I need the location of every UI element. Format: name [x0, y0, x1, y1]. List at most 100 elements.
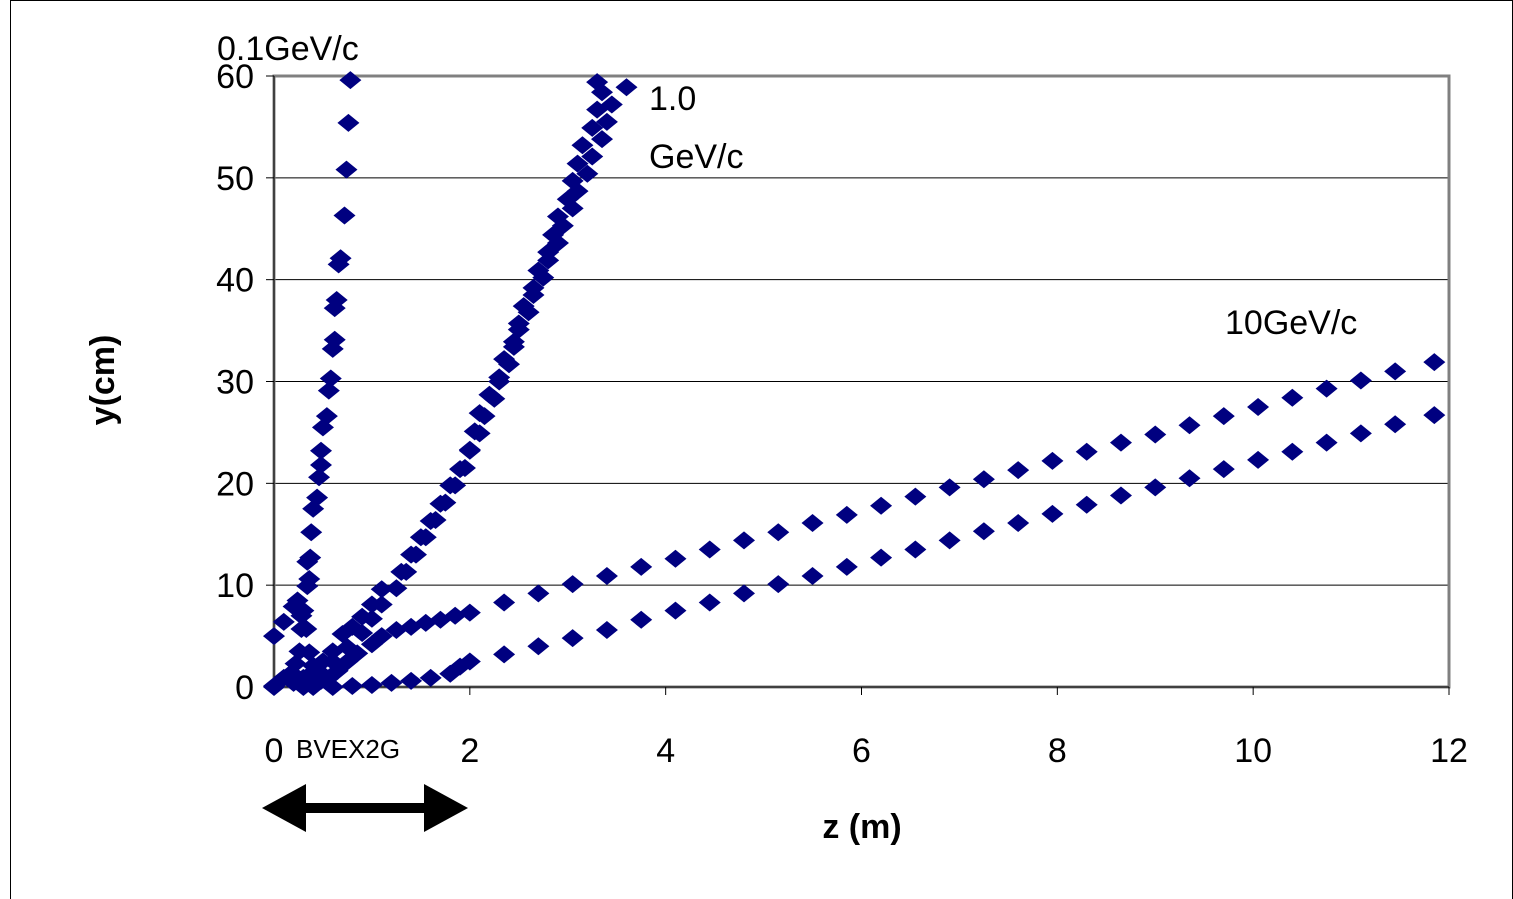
data-point-series-2: [904, 540, 927, 559]
data-point-series-1: [434, 493, 457, 512]
data-point-series-2: [1247, 450, 1270, 469]
x-tick-label: 0: [265, 732, 284, 770]
data-point-series-1: [468, 424, 491, 443]
data-point-series-2: [1315, 379, 1338, 398]
data-point-series-0: [263, 627, 285, 646]
data-point-series-1: [591, 130, 614, 149]
data-point-series-2: [1212, 460, 1235, 479]
data-point-series-0: [290, 619, 313, 638]
data-point-series-1: [458, 441, 481, 460]
annotation-10gev: 10GeV/c: [1225, 304, 1357, 342]
annotation-1gev-line1: 1.0: [649, 80, 696, 118]
data-point-series-1: [600, 95, 623, 114]
data-point-series-2: [1423, 353, 1446, 372]
data-point-series-1: [595, 112, 618, 131]
data-point-series-2: [630, 557, 653, 576]
annotation-magnet: BVEX2G: [296, 734, 400, 764]
magnet-range-arrow: [262, 784, 468, 832]
y-tick-label: 0: [235, 669, 254, 707]
data-point-series-0: [306, 488, 329, 507]
data-point-series-2: [341, 676, 364, 695]
data-point-series-1: [522, 285, 545, 304]
data-point-series-0: [300, 523, 323, 542]
x-tick-label: 6: [852, 732, 871, 770]
data-point-series-1: [546, 234, 569, 253]
data-point-series-1: [424, 510, 447, 529]
data-point-series-1: [566, 154, 589, 173]
data-point-series-2: [972, 522, 995, 541]
data-point-series-2: [302, 678, 325, 696]
data-point-series-0: [333, 206, 356, 225]
data-point-series-2: [1007, 461, 1030, 480]
data-point-series-0: [315, 407, 338, 426]
data-point-series-2: [321, 678, 344, 696]
data-point-series-2: [1007, 514, 1030, 533]
x-tick-labels: 0 2 4 6 8 10 12: [265, 687, 1468, 770]
data-point-series-1: [263, 676, 285, 695]
x-tick-label: 12: [1430, 732, 1468, 770]
data-point-series-2: [835, 557, 858, 576]
data-point-series-2: [1349, 424, 1372, 443]
data-point-series-1: [561, 199, 584, 218]
data-point-series-0: [339, 71, 362, 90]
data-point-series-0: [335, 160, 358, 179]
y-tick-label: 60: [216, 58, 254, 96]
data-point-series-2: [767, 523, 790, 542]
data-point-series-0: [288, 642, 311, 661]
data-point-series-1: [566, 182, 589, 201]
data-point-series-1: [576, 164, 599, 183]
data-point-series-2: [561, 575, 584, 594]
data-point-series-0: [325, 291, 348, 310]
data-point-series-1: [571, 136, 594, 155]
data-point-series-2: [630, 610, 653, 629]
data-point-series-2: [1315, 433, 1338, 452]
data-point-series-2: [664, 549, 687, 568]
data-point-series-2: [1178, 469, 1201, 488]
data-point-series-2: [1384, 415, 1407, 434]
y-tick-label: 30: [216, 364, 254, 402]
data-point-series-1: [581, 118, 604, 137]
data-point-series-2: [1075, 442, 1098, 461]
x-tick-label: 8: [1048, 732, 1067, 770]
data-point-series-2: [1349, 371, 1372, 390]
data-point-series-2: [400, 671, 423, 690]
data-point-series-2: [419, 668, 442, 687]
data-point-series-1: [615, 78, 638, 97]
data-point-series-2: [1281, 442, 1304, 461]
data-point-series-2: [733, 531, 755, 550]
data-point-series-1: [488, 372, 511, 391]
data-point-series-0: [310, 441, 332, 460]
y-tick-label: 10: [216, 567, 254, 605]
y-tick-label: 20: [216, 465, 254, 503]
data-point-series-1: [483, 389, 506, 408]
x-tick-label: 10: [1234, 732, 1272, 770]
data-point-series-2: [493, 645, 516, 664]
data-point-series-1: [493, 350, 516, 369]
data-point-series-1: [404, 545, 427, 564]
data-point-series-2: [380, 673, 403, 692]
data-point-series-0: [298, 570, 321, 589]
data-point-series-2: [1041, 504, 1064, 523]
data-point-series-1: [414, 528, 437, 547]
data-point-series-2: [972, 470, 995, 489]
data-point-series-2: [527, 637, 550, 656]
data-point-series-2: [1247, 397, 1270, 416]
data-point-series-2: [561, 629, 584, 648]
data-point-series-1: [581, 147, 604, 166]
y-axis-title: y(cm): [84, 335, 122, 426]
y-tick-label: 40: [216, 262, 254, 300]
data-point-series-2: [360, 675, 383, 694]
data-point-series-1: [351, 624, 374, 643]
data-point-series-1: [551, 216, 574, 235]
data-point-series-2: [698, 540, 721, 559]
data-point-series-2: [346, 644, 369, 663]
data-points: [263, 71, 1446, 696]
data-point-series-1: [498, 355, 520, 374]
data-point-series-2: [1041, 451, 1064, 470]
data-point-series-0: [337, 113, 360, 132]
data-point-series-1: [370, 580, 393, 599]
data-point-series-2: [938, 478, 961, 497]
x-tick-label: 2: [460, 732, 479, 770]
data-point-series-2: [767, 575, 790, 594]
